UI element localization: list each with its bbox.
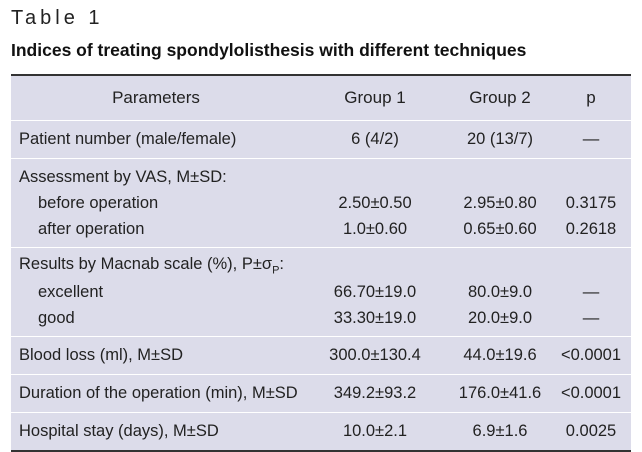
p-value: 0.2618: [565, 219, 617, 238]
group1-value: 33.30±19.0: [333, 308, 417, 327]
p-value: —: [582, 282, 600, 301]
table-title: Indices of treating spondylolisthesis wi…: [11, 40, 527, 60]
row-sublabel: excellent: [38, 282, 104, 301]
group2-value: 176.0±41.6: [458, 384, 542, 402]
p-value: 0.0025: [565, 422, 617, 440]
group1-value: 1.0±0.60: [342, 219, 408, 238]
group2-value: 6.9±1.6: [472, 422, 528, 440]
row-label: Duration of the operation (min), M±SD: [19, 384, 298, 402]
group2-value: 20 (13/7): [466, 130, 534, 148]
table-row-macnab: Results by Macnab scale (%), P±σP: excel…: [11, 247, 631, 336]
table-caption: Table 1: [11, 7, 104, 29]
macnab-label-end: :: [279, 255, 285, 274]
table-row-hospital-stay: Hospital stay (days), M±SD 10.0±2.1 6.9±…: [11, 412, 631, 450]
row-sublabel: good: [38, 308, 75, 327]
macnab-heading-line: Results by Macnab scale (%), P±σP:: [11, 253, 631, 279]
vas-heading-line: Assessment by VAS, M±SD:: [11, 164, 631, 190]
group2-value: 80.0±9.0: [467, 282, 533, 301]
table-row-vas: Assessment by VAS, M±SD: before operatio…: [11, 158, 631, 247]
row-sublabel: after operation: [38, 219, 145, 238]
macnab-label-main: Results by Macnab scale (%), P±σ: [19, 255, 273, 274]
header-group-2: Group 2: [469, 88, 531, 107]
group2-value: 0.65±0.60: [463, 219, 537, 238]
header-group-1: Group 1: [344, 88, 406, 107]
group1-value: 349.2±93.2: [333, 384, 417, 402]
table-row-macnab-good: good 33.30±19.0 20.0±9.0 —: [11, 305, 631, 331]
p-value: <0.0001: [560, 384, 622, 402]
p-value: —: [582, 308, 600, 327]
table-row-vas-after: after operation 1.0±0.60 0.65±0.60 0.261…: [11, 216, 631, 242]
table-row-macnab-excellent: excellent 66.70±19.0 80.0±9.0 —: [11, 279, 631, 305]
group2-value: 2.95±0.80: [463, 193, 537, 212]
p-value: —: [582, 130, 600, 148]
group1-value: 2.50±0.50: [338, 193, 412, 212]
group1-value: 66.70±19.0: [333, 282, 417, 301]
data-table: Parameters Group 1 Group 2 p Patient num…: [11, 74, 631, 452]
table-header-row: Parameters Group 1 Group 2 p: [11, 76, 631, 120]
table-row-blood-loss: Blood loss (ml), M±SD 300.0±130.4 44.0±1…: [11, 336, 631, 374]
row-sublabel: before operation: [38, 193, 159, 212]
row-label: Hospital stay (days), M±SD: [19, 422, 219, 440]
row-label: Blood loss (ml), M±SD: [19, 346, 184, 364]
group1-value: 10.0±2.1: [342, 422, 408, 440]
group1-value: 300.0±130.4: [329, 346, 421, 364]
p-value: 0.3175: [565, 193, 617, 212]
group2-value: 44.0±19.6: [463, 346, 537, 364]
header-parameters: Parameters: [112, 88, 200, 107]
group1-value: 6 (4/2): [351, 130, 399, 148]
row-label: Patient number (male/female): [19, 130, 237, 148]
macnab-label-subscript: P: [272, 264, 280, 277]
header-p: p: [586, 88, 596, 107]
group2-value: 20.0±9.0: [467, 308, 533, 327]
table-row-duration: Duration of the operation (min), M±SD 34…: [11, 374, 631, 412]
table-row-patient: Patient number (male/female) 6 (4/2) 20 …: [11, 120, 631, 158]
row-label: Results by Macnab scale (%), P±σP:: [11, 255, 301, 276]
table-row-vas-before: before operation 2.50±0.50 2.95±0.80 0.3…: [11, 190, 631, 216]
row-label: Assessment by VAS, M±SD:: [19, 167, 227, 186]
p-value: <0.0001: [560, 346, 622, 364]
